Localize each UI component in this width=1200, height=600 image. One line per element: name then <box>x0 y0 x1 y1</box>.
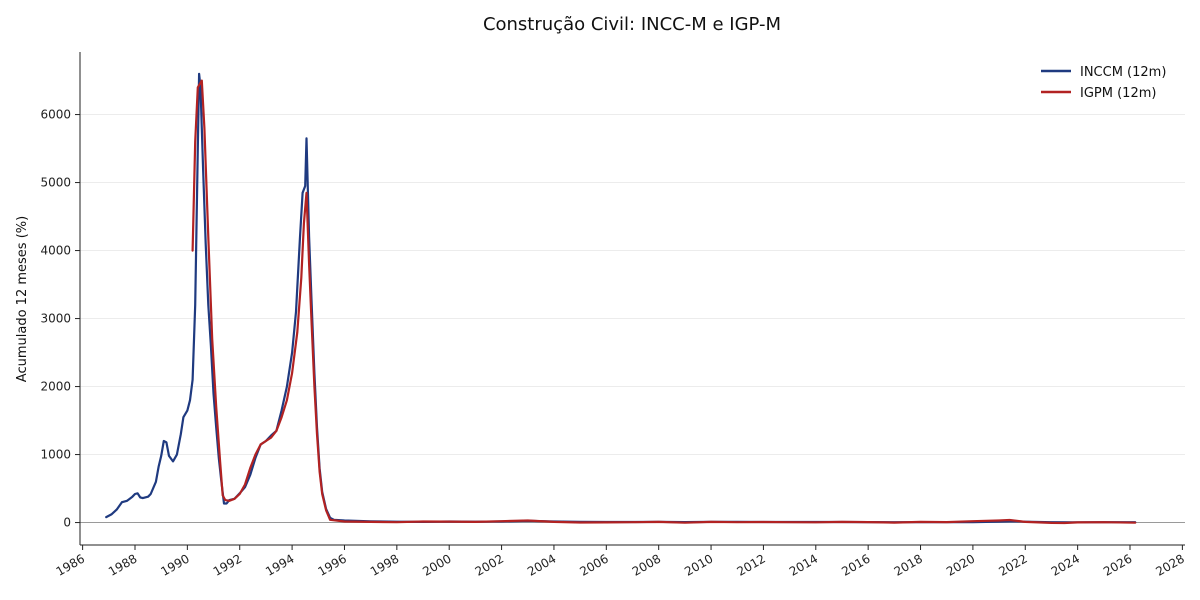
x-tick-label: 1988 <box>106 551 139 578</box>
y-axis-label: Acumulado 12 meses (%) <box>15 216 30 382</box>
y-tick-label: 6000 <box>40 108 71 122</box>
legend: INCCM (12m) IGPM (12m) <box>1041 65 1166 101</box>
x-tick-label: 2006 <box>577 551 610 578</box>
x-tick-label: 1990 <box>158 551 191 578</box>
x-tick-label: 2000 <box>420 551 453 578</box>
x-tick-label: 1996 <box>316 551 349 578</box>
x-tick-label: 2002 <box>473 551 506 578</box>
y-tick-label: 0 <box>63 516 71 530</box>
y-tick-label: 3000 <box>40 312 71 326</box>
y-tick-label: 5000 <box>40 176 71 190</box>
x-tick-label: 2020 <box>944 551 977 578</box>
x-tick-label: 2012 <box>734 551 767 578</box>
y-tick-label: 1000 <box>40 448 71 462</box>
x-tick-label: 2024 <box>1049 551 1082 578</box>
legend-label-0: INCCM (12m) <box>1080 65 1166 80</box>
grid-layer <box>80 114 1185 524</box>
x-tick-label: 2010 <box>682 551 715 578</box>
x-tick-label: 1998 <box>368 551 401 578</box>
x-tick-label: 2016 <box>839 551 872 578</box>
series-line-1 <box>191 79 1137 525</box>
x-tick-label: 1986 <box>54 551 87 578</box>
x-tick-label: 1994 <box>263 551 296 578</box>
chart-title: Construção Civil: INCC-M e IGP-M <box>483 14 781 35</box>
legend-label-1: IGPM (12m) <box>1080 86 1156 101</box>
x-tick-label: 2022 <box>996 551 1029 578</box>
x-tick-label: 2018 <box>892 551 925 578</box>
x-tick-label: 1992 <box>211 551 244 578</box>
axes-layer: 0 1000 2000 3000 4000 5000 6000 1986 1988 1990 199… <box>40 52 1187 579</box>
x-tick-label: 2014 <box>787 551 820 578</box>
x-tick-label: 2008 <box>630 551 663 578</box>
series-layer <box>105 72 1137 525</box>
y-tick-label: 4000 <box>40 244 71 258</box>
x-tick-label: 2028 <box>1153 551 1186 578</box>
x-tick-label: 2026 <box>1101 551 1134 578</box>
x-tick-label: 2004 <box>525 551 558 578</box>
y-tick-label: 2000 <box>40 380 71 394</box>
